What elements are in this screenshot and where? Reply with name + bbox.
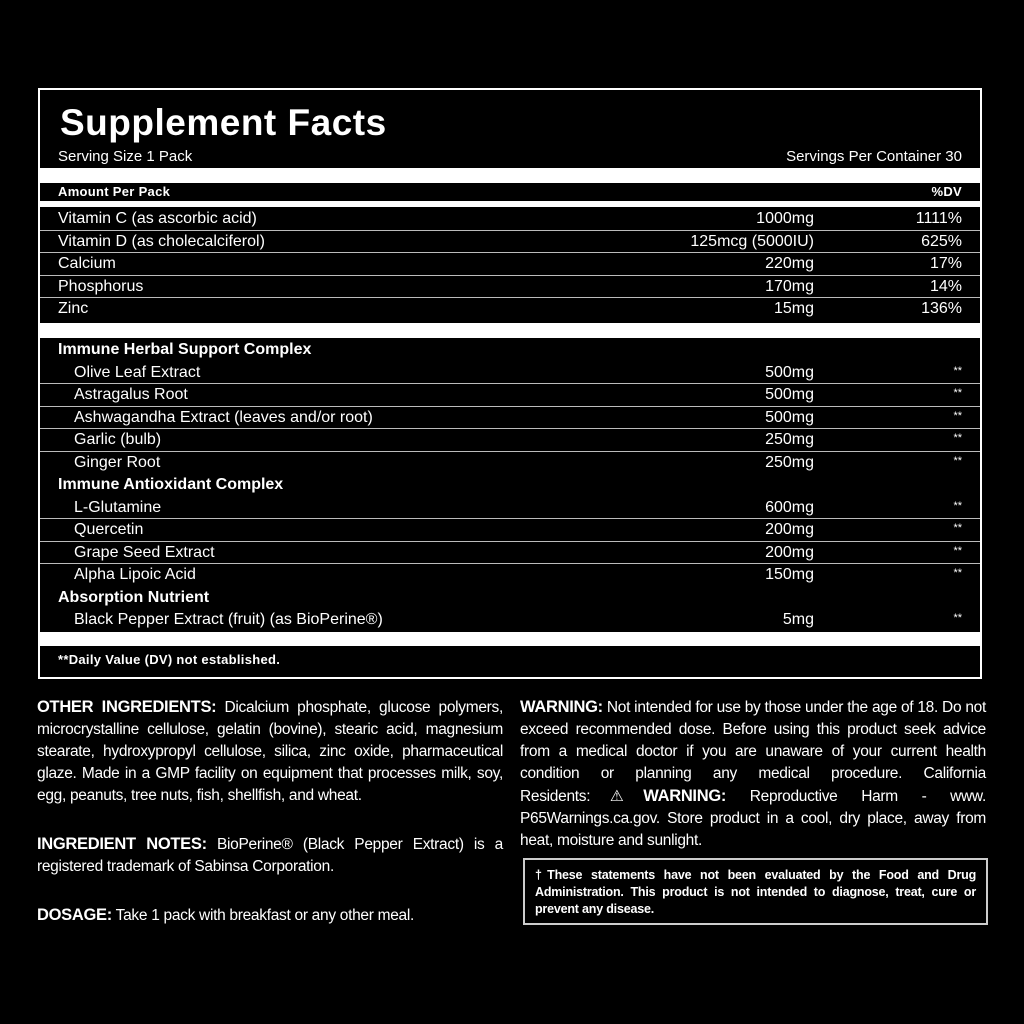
- nutrient-row: Calcium 220mg 17%: [40, 253, 980, 276]
- ingredient-amount: 150mg: [765, 566, 814, 583]
- ingredient-name: Black Pepper Extract (fruit) (as BioPeri…: [74, 611, 383, 628]
- prop65-label: WARNING:: [643, 787, 727, 805]
- ingredient-name: Vitamin D (as cholecalciferol): [58, 232, 265, 250]
- ingredient-row: Astragalus Root 500mg **: [40, 384, 980, 407]
- serving-size: Serving Size 1 Pack: [58, 148, 193, 165]
- other-ingredients-label: OTHER INGREDIENTS:: [37, 698, 217, 716]
- ingredient-dv: **: [953, 499, 962, 512]
- servings-per-container: Servings Per Container 30: [786, 148, 962, 165]
- supplement-facts-panel: Supplement Facts Serving Size 1 Pack Ser…: [38, 88, 982, 679]
- dv-header: %DV: [931, 184, 962, 199]
- ingredient-amount: 220mg: [765, 255, 814, 272]
- ingredient-row: L-Glutamine 600mg **: [40, 497, 980, 519]
- section-header: Immune Antioxidant Complex: [40, 474, 980, 497]
- ingredient-name: Calcium: [58, 255, 116, 272]
- section-title: Immune Antioxidant Complex: [58, 476, 284, 493]
- thick-divider: [40, 323, 980, 338]
- ingredient-dv: 136%: [921, 300, 962, 317]
- ingredient-name: L-Glutamine: [74, 498, 162, 516]
- ingredient-dv: **: [953, 612, 962, 624]
- ingredient-name: Olive Leaf Extract: [74, 363, 201, 381]
- ingredient-name: Phosphorus: [58, 277, 144, 295]
- section-title: Absorption Nutrient: [58, 588, 210, 606]
- ingredient-row: Grape Seed Extract 200mg **: [40, 542, 980, 564]
- ingredient-amount: 200mg: [765, 543, 814, 561]
- dosage-label: DOSAGE:: [37, 906, 112, 924]
- nutrient-row: Phosphorus 170mg 14%: [40, 276, 980, 298]
- ingredient-amount: 500mg: [765, 408, 814, 426]
- ingredient-row: Olive Leaf Extract 500mg **: [40, 362, 980, 384]
- ingredient-amount: 600mg: [765, 498, 814, 516]
- warning-triangle-icon: ⚠: [590, 788, 644, 805]
- ingredient-dv: **: [953, 567, 962, 579]
- ingredient-name: Astragalus Root: [74, 386, 188, 403]
- ingredient-amount: 125mcg (5000IU): [690, 232, 814, 250]
- ingredient-dv: 14%: [929, 277, 962, 295]
- ingredient-amount: 5mg: [782, 611, 814, 628]
- ingredient-name: Quercetin: [74, 521, 144, 538]
- ingredient-row: Alpha Lipoic Acid 150mg **: [40, 564, 980, 587]
- ingredient-name: Alpha Lipoic Acid: [74, 566, 196, 583]
- ingredient-amount: 15mg: [773, 300, 814, 317]
- ingredient-name: Vitamin C (as ascorbic acid): [58, 210, 257, 227]
- ingredient-row: Ashwagandha Extract (leaves and/or root)…: [40, 407, 980, 429]
- dosage-text: Take 1 pack with breakfast or any other …: [115, 907, 415, 924]
- ingredient-row: Garlic (bulb) 250mg **: [40, 429, 980, 452]
- ingredient-amount: 170mg: [765, 277, 814, 295]
- ingredient-notes: INGREDIENT NOTES: BioPerine® (Black Pepp…: [37, 833, 503, 878]
- nutrient-row: Vitamin C (as ascorbic acid) 1000mg 1111%: [40, 208, 980, 231]
- ingredient-amount: 250mg: [765, 431, 814, 448]
- left-info-column: OTHER INGREDIENTS: Dicalcium phosphate, …: [37, 696, 503, 953]
- ingredient-dv: **: [953, 454, 962, 467]
- section-header: Immune Herbal Support Complex: [40, 339, 980, 362]
- ingredient-amount: 200mg: [765, 521, 814, 538]
- ingredient-dv: 17%: [929, 255, 962, 272]
- section-title: Immune Herbal Support Complex: [58, 341, 312, 358]
- ingredient-dv: **: [953, 364, 962, 377]
- thick-divider: [40, 168, 980, 183]
- dv-footnote: **Daily Value (DV) not established.: [58, 652, 281, 667]
- section-header: Absorption Nutrient: [40, 587, 980, 610]
- panel-title: Supplement Facts: [60, 102, 387, 143]
- ingredient-row: Ginger Root 250mg **: [40, 452, 980, 475]
- ingredient-dv: **: [953, 522, 962, 534]
- ingredient-name: Zinc: [58, 300, 89, 317]
- ingredient-row: Quercetin 200mg **: [40, 519, 980, 542]
- ingredient-amount: 250mg: [765, 453, 814, 471]
- ingredient-dv: 625%: [921, 232, 962, 250]
- other-ingredients: OTHER INGREDIENTS: Dicalcium phosphate, …: [37, 696, 503, 807]
- ingredient-amount: 500mg: [765, 363, 814, 381]
- ingredient-amount: 500mg: [765, 386, 814, 403]
- dosage: DOSAGE: Take 1 pack with breakfast or an…: [37, 904, 503, 927]
- nutrient-list: Vitamin C (as ascorbic acid) 1000mg 1111% V…: [40, 208, 980, 321]
- warning: WARNING: Not intended for use by those u…: [520, 696, 986, 852]
- ingredient-dv: **: [953, 409, 962, 422]
- ingredient-notes-text: BioPerine® (Black Pepper Extract) is a r…: [37, 836, 504, 875]
- ingredient-notes-label: INGREDIENT NOTES:: [37, 835, 207, 853]
- fda-disclaimer: †These statements have not been evaluate…: [523, 858, 988, 925]
- ingredient-dv: **: [953, 432, 962, 444]
- ingredient-name: Ginger Root: [74, 453, 161, 471]
- warning-label: WARNING:: [520, 698, 603, 716]
- warning-text-2: Reproductive Harm - www. P65Warnings.ca.…: [520, 788, 986, 849]
- other-ingredients-text: Dicalcium phosphate, glucose polymers, m…: [37, 699, 503, 804]
- right-info-column: WARNING: Not intended for use by those u…: [520, 696, 986, 878]
- ingredient-name: Garlic (bulb): [74, 431, 162, 448]
- amount-header: Amount Per Pack: [58, 184, 171, 199]
- ingredient-name: Grape Seed Extract: [74, 543, 215, 561]
- ingredient-name: Ashwagandha Extract (leaves and/or root): [74, 408, 373, 426]
- ingredient-dv: 1111%: [915, 210, 962, 227]
- blend-sections: Immune Herbal Support Complex Olive Leaf …: [40, 339, 980, 632]
- thick-divider: [40, 632, 980, 646]
- ingredient-row: Black Pepper Extract (fruit) (as BioPeri…: [40, 609, 980, 632]
- column-header: Amount Per Pack %DV: [58, 184, 962, 199]
- ingredient-amount: 1000mg: [756, 210, 814, 227]
- nutrient-row: Vitamin D (as cholecalciferol) 125mcg (50…: [40, 231, 980, 253]
- warning-text: Not intended for use by those under the …: [520, 699, 986, 805]
- nutrient-row: Zinc 15mg 136%: [40, 298, 980, 321]
- ingredient-dv: **: [953, 544, 962, 557]
- ingredient-dv: **: [953, 387, 962, 399]
- medium-divider: [40, 201, 980, 207]
